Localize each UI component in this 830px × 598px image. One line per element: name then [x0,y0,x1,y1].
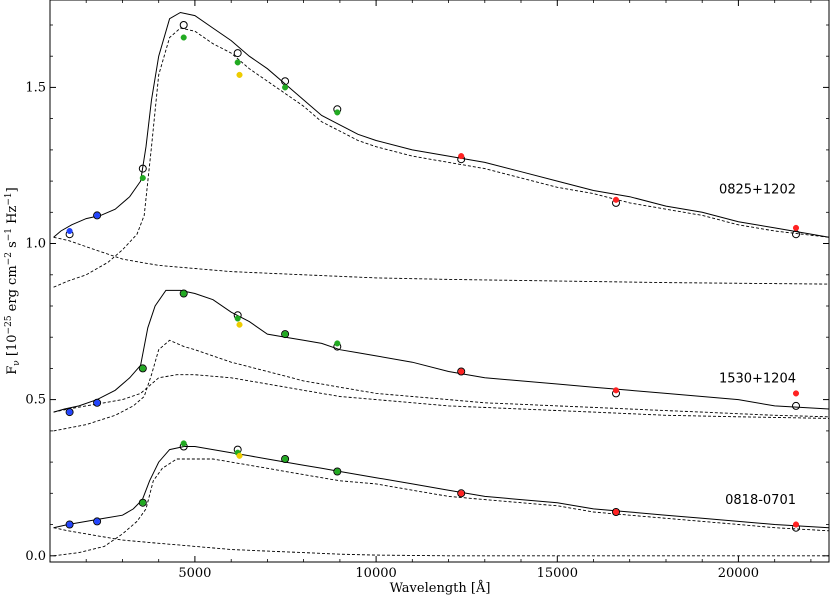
photometry-point-0818-0701-6 [334,468,341,475]
photometry-point-0825-1202-1 [94,212,101,219]
photometry-point-1530-1204-7 [236,321,243,328]
total-model-line-0818-0701 [53,446,830,529]
photometry-point-0818-0701-9 [612,508,620,516]
synthetic-point-0818-0701-8 [612,508,620,516]
x-tick-label: 5000 [178,566,211,581]
secondary-model-line-1530-1204 [53,339,830,432]
photometry-point-0825-1202-9 [612,196,620,203]
y-tick-label: 0.5 [25,393,46,408]
photometry-point-1530-1204-1 [94,399,101,406]
x-tick-label: 15000 [537,566,578,581]
synthetic-point-0825-1202-3 [179,21,188,29]
synthetic-point-0825-1202-2 [138,164,147,173]
panel-label-0818-0701: 0818-0701 [725,493,796,508]
photometry-point-1530-1204-2 [139,365,146,372]
photometry-point-0818-0701-7 [236,452,243,459]
photometry-point-1530-1204-5 [282,331,289,338]
photometry-point-0825-1202-6 [334,109,341,116]
synthetic-point-1530-1204-2 [138,364,147,373]
photometry-point-0825-1202-0 [66,227,73,235]
photometry-point-0818-0701-3 [180,440,187,447]
tick-layer: 5000 10000 15000 20000 0.0 0.5 1.0 1.5 [25,0,829,581]
photometry-point-1530-1204-6 [334,340,341,347]
photometry-point-0825-1202-2 [139,174,146,182]
photometry-point-0825-1202-3 [180,34,187,41]
photometry-point-0825-1202-8 [458,153,465,160]
synthetic-point-1530-1204-3 [179,289,188,298]
primary-model-line-1530-1204 [53,374,830,419]
photometry-point-0825-1202-10 [792,224,800,231]
photometry-point-0818-0701-1 [94,518,101,525]
secondary-model-line-0825-1202 [53,27,830,288]
synthetic-point-0818-0701-6 [333,467,342,476]
x-axis-title: Wavelength [Å] [390,580,491,596]
synthetic-point-0818-0701-0 [65,520,74,529]
panel-label-1530-1204: 1530+1204 [719,372,796,387]
photometry-point-1530-1204-9 [612,387,620,394]
primary-model-line-0825-1202 [53,236,830,285]
photometry-point-1530-1204-0 [66,409,73,416]
synthetic-point-0825-1202-4 [233,49,242,58]
x-tick-label: 20000 [718,566,759,581]
y-tick-label: 1.0 [25,237,46,252]
synthetic-point-0818-0701-5 [281,455,290,463]
photometry-point-0825-1202-7 [236,71,243,78]
panel-label-layer: 0825+1202 1530+1204 0818-0701 [719,183,796,509]
photometry-point-0818-0701-10 [792,521,800,528]
total-model-line-1530-1204 [53,289,830,413]
photometry-point-1530-1204-4 [234,315,241,322]
photometry-point-1530-1204-10 [792,390,800,397]
photometry-point-1530-1204-3 [180,290,187,297]
y-tick-label: 0.0 [25,549,46,564]
synthetic-point-1530-1204-0 [65,408,74,417]
photometry-point-0825-1202-5 [282,84,289,91]
synthetic-point-0818-0701-1 [93,517,102,526]
x-tick-label: 10000 [355,566,396,581]
primary-model-line-0818-0701 [53,527,829,557]
y-tick-label: 1.5 [25,80,46,95]
synthetic-point-0818-0701-7 [457,489,466,498]
photometry-point-0825-1202-4 [234,59,241,66]
synthetic-point-1530-1204-5 [281,330,290,339]
secondary-model-line-0818-0701 [53,458,830,557]
series-layer [53,11,830,557]
photometry-point-0818-0701-0 [66,521,73,528]
photometry-point-0818-0701-2 [139,499,146,506]
photometry-point-0818-0701-5 [282,455,289,463]
y-axis-title: Fν [10−25 erg cm−2 s−1 Hz−1] [4,187,22,374]
panel-label-0825-1202: 0825+1202 [719,183,796,198]
synthetic-point-1530-1204-1 [93,398,102,407]
plot-frame [49,0,830,563]
synthetic-point-1530-1204-7 [457,367,466,376]
photometry-point-0818-0701-8 [458,490,465,497]
synthetic-point-0818-0701-2 [138,498,147,507]
synthetic-point-1530-1204-9 [792,401,800,410]
synthetic-point-0825-1202-1 [93,211,102,220]
marker-layer [65,21,800,532]
photometry-point-1530-1204-8 [458,368,465,375]
total-model-line-0825-1202 [53,11,830,238]
